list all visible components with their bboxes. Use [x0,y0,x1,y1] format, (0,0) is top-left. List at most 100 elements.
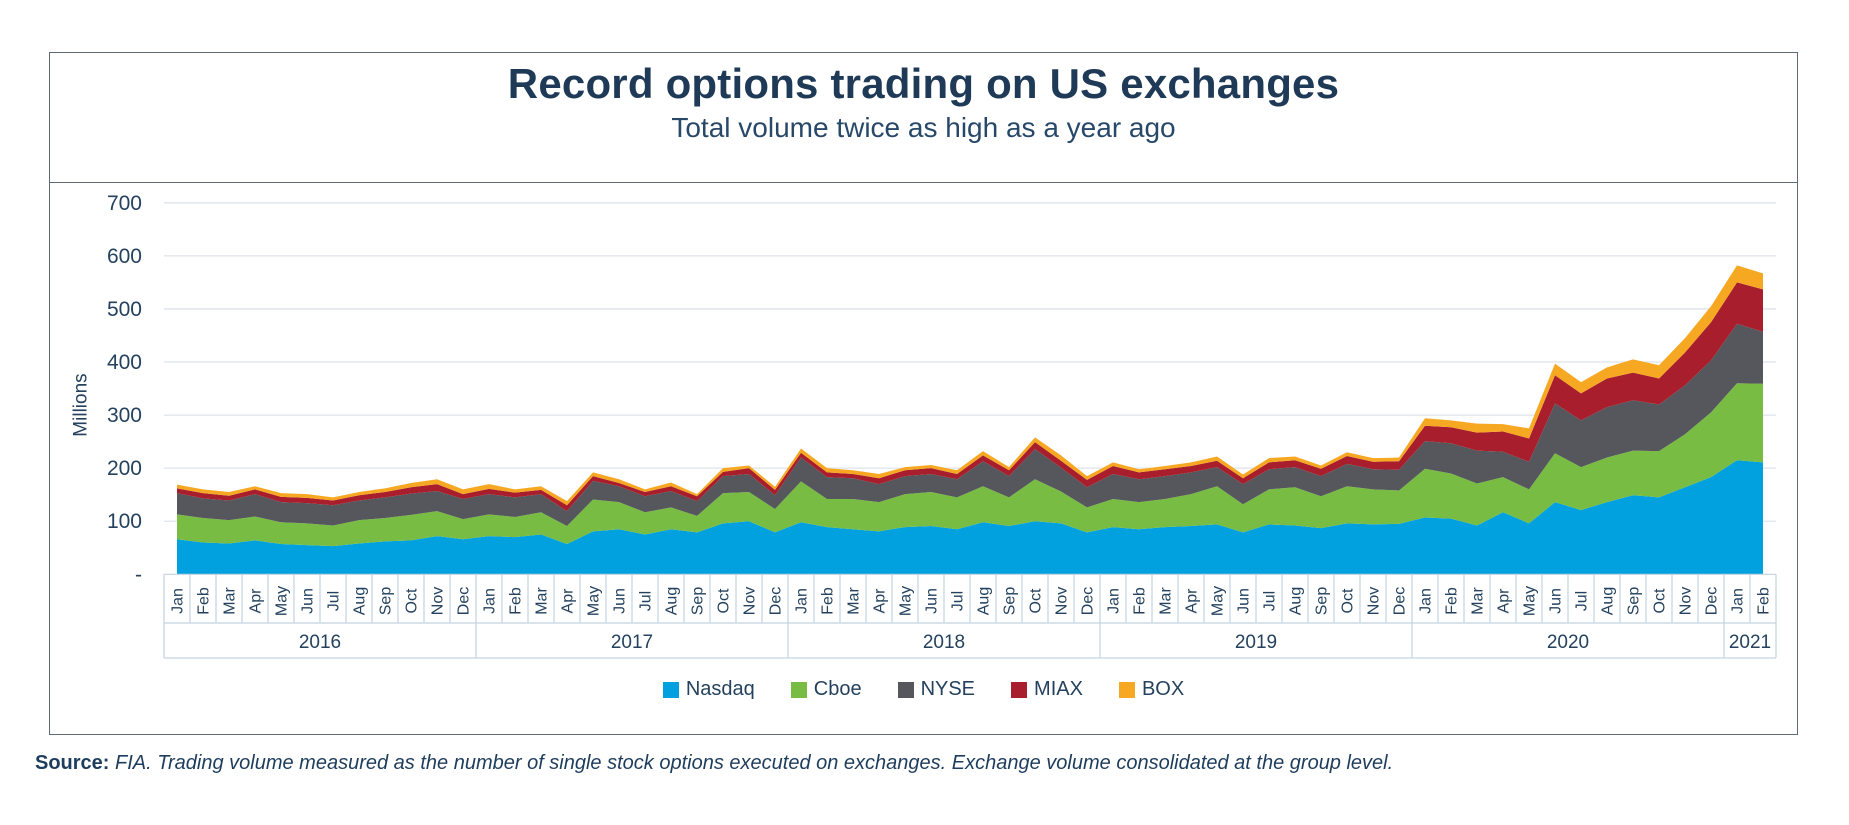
month-label-32: Sep [1002,587,1019,616]
legend-item-miax: MIAX [1011,678,1083,701]
month-label-8: Sep [378,587,395,616]
month-label-2: Mar [222,587,239,615]
legend-swatch-nasdaq [662,681,679,698]
month-label-36: Jan [1106,588,1123,614]
legend-swatch-miax [1011,681,1028,698]
year-label-2017: 2017 [611,632,653,653]
y-tick-label--: - [135,563,142,586]
month-label-41: Jun [1236,588,1253,614]
legend-item-nyse: NYSE [897,678,976,701]
month-label-27: Apr [872,588,889,614]
month-label-3: Apr [248,588,265,614]
legend-swatch-box [1118,681,1135,698]
month-label-39: Apr [1184,588,1201,614]
legend-item-cboe: Cboe [790,678,862,701]
legend-item-nasdaq: Nasdaq [662,678,755,701]
month-label-56: Sep [1626,587,1643,616]
month-label-47: Dec [1392,587,1409,615]
legend-swatch-cboe [790,681,807,698]
area-series-cboe [177,383,1763,547]
year-label-2019: 2019 [1235,632,1277,653]
month-label-40: May [1210,586,1227,616]
y-tick-label-200: 200 [107,457,142,480]
month-label-44: Sep [1314,587,1331,616]
source-note: Source: FIA. Trading volume measured as … [35,752,1393,775]
y-tick-label-400: 400 [107,351,142,374]
y-tick-label-600: 600 [107,245,142,268]
month-label-20: Sep [690,587,707,616]
month-label-57: Oct [1652,588,1669,613]
month-label-9: Oct [404,588,421,613]
month-label-34: Nov [1054,587,1071,615]
month-label-33: Oct [1028,588,1045,613]
legend-label-nasdaq: Nasdaq [685,678,755,700]
area-series-nasdaq [177,460,1763,575]
month-label-60: Jan [1730,588,1747,614]
month-label-24: Jan [794,588,811,614]
year-label-2016: 2016 [299,632,341,653]
y-tick-label-100: 100 [107,510,142,533]
month-label-16: May [586,586,603,616]
month-label-19: Aug [664,587,681,615]
chart-legend: Nasdaq Cboe NYSE MIAX BOX [49,678,1798,701]
chart-title: Record options trading on US exchanges [507,60,1340,107]
month-label-42: Jul [1262,591,1279,611]
title-separator-line [49,182,1798,183]
month-label-4: May [274,586,291,616]
month-label-46: Nov [1366,587,1383,615]
legend-label-box: BOX [1141,678,1185,700]
month-label-49: Feb [1444,587,1461,615]
month-label-55: Aug [1600,587,1617,615]
month-label-59: Dec [1704,587,1721,615]
month-label-58: Nov [1678,587,1695,615]
y-tick-label-500: 500 [107,298,142,321]
month-label-61: Feb [1756,587,1773,615]
chart-subtitle: Total volume twice as high as a year ago [671,112,1176,143]
month-label-25: Feb [820,587,837,615]
month-label-48: Jan [1418,588,1435,614]
month-label-12: Jan [482,588,499,614]
month-label-37: Feb [1132,587,1149,615]
legend-swatch-nyse [897,681,914,698]
legend-label-miax: MIAX [1034,678,1083,700]
month-label-35: Dec [1080,587,1097,615]
month-label-11: Dec [456,587,473,615]
legend-label-cboe: Cboe [813,678,862,700]
month-label-18: Jul [638,591,655,611]
month-label-15: Apr [560,588,577,614]
month-label-0: Jan [170,588,187,614]
source-text: FIA. Trading volume measured as the numb… [109,752,1394,774]
month-label-17: Jun [612,588,629,614]
source-label: Source: [35,752,110,774]
legend-label-nyse: NYSE [920,678,976,700]
chart-card [49,52,1798,735]
month-label-28: May [898,586,915,616]
month-label-50: Mar [1470,587,1487,615]
month-label-1: Feb [196,587,213,615]
area-series-miax [177,282,1763,512]
month-label-45: Oct [1340,588,1357,613]
month-label-7: Aug [352,587,369,615]
month-label-43: Aug [1288,587,1305,615]
month-label-54: Jul [1574,591,1591,611]
legend-item-box: BOX [1118,678,1185,701]
y-tick-label-700: 700 [107,192,142,215]
y-tick-label-300: 300 [107,404,142,427]
month-label-6: Jul [326,591,343,611]
month-label-52: May [1522,586,1539,616]
month-label-38: Mar [1158,587,1175,615]
month-label-10: Nov [430,587,447,615]
month-label-51: Apr [1496,588,1513,614]
month-label-31: Aug [976,587,993,615]
month-label-22: Nov [742,587,759,615]
month-label-5: Jun [300,588,317,614]
month-label-53: Jun [1548,588,1565,614]
month-label-26: Mar [846,587,863,615]
year-label-2018: 2018 [923,632,965,653]
month-label-13: Feb [508,587,525,615]
area-series-nyse [177,323,1763,527]
month-label-21: Oct [716,588,733,613]
year-label-2020: 2020 [1547,632,1589,653]
